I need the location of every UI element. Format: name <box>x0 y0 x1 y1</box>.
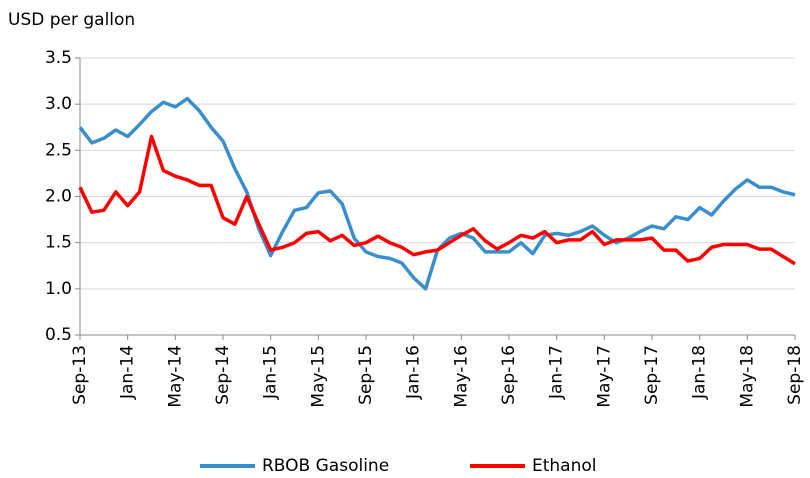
x-tick-label: Jan-14 <box>118 345 138 400</box>
x-tick-label: Jan-15 <box>261 345 281 400</box>
x-tick-label: May-15 <box>308 345 328 408</box>
y-tick-label: 1.0 <box>45 279 72 299</box>
legend-label: RBOB Gasoline <box>262 456 389 476</box>
x-tick-label: Jan-18 <box>690 345 710 400</box>
x-tick-label: May-17 <box>594 345 614 408</box>
x-tick-label: Jan-17 <box>547 345 567 400</box>
series-line <box>78 134 796 266</box>
x-tick-label: May-18 <box>737 345 757 408</box>
x-tick-label: May-14 <box>165 345 185 408</box>
x-tick-label: Jan-16 <box>404 345 424 400</box>
x-tick-label: Sep-16 <box>499 345 519 405</box>
y-tick-label: 0.5 <box>45 325 72 345</box>
x-tick-label: Sep-13 <box>70 345 90 405</box>
x-tick-label: Sep-18 <box>785 345 805 405</box>
y-tick-label: 1.5 <box>45 233 72 253</box>
y-axis-title: USD per gallon <box>8 10 135 30</box>
y-tick-label: 3.5 <box>45 48 72 68</box>
x-tick-label: Sep-17 <box>642 345 662 405</box>
legend-label: Ethanol <box>532 456 597 476</box>
y-tick-label: 3.0 <box>45 94 72 114</box>
x-tick-label: Sep-14 <box>213 345 233 405</box>
y-tick-label: 2.5 <box>45 140 72 160</box>
y-tick-label: 2.0 <box>45 187 72 207</box>
x-tick-label: May-16 <box>451 345 471 408</box>
x-tick-label: Sep-15 <box>356 345 376 405</box>
